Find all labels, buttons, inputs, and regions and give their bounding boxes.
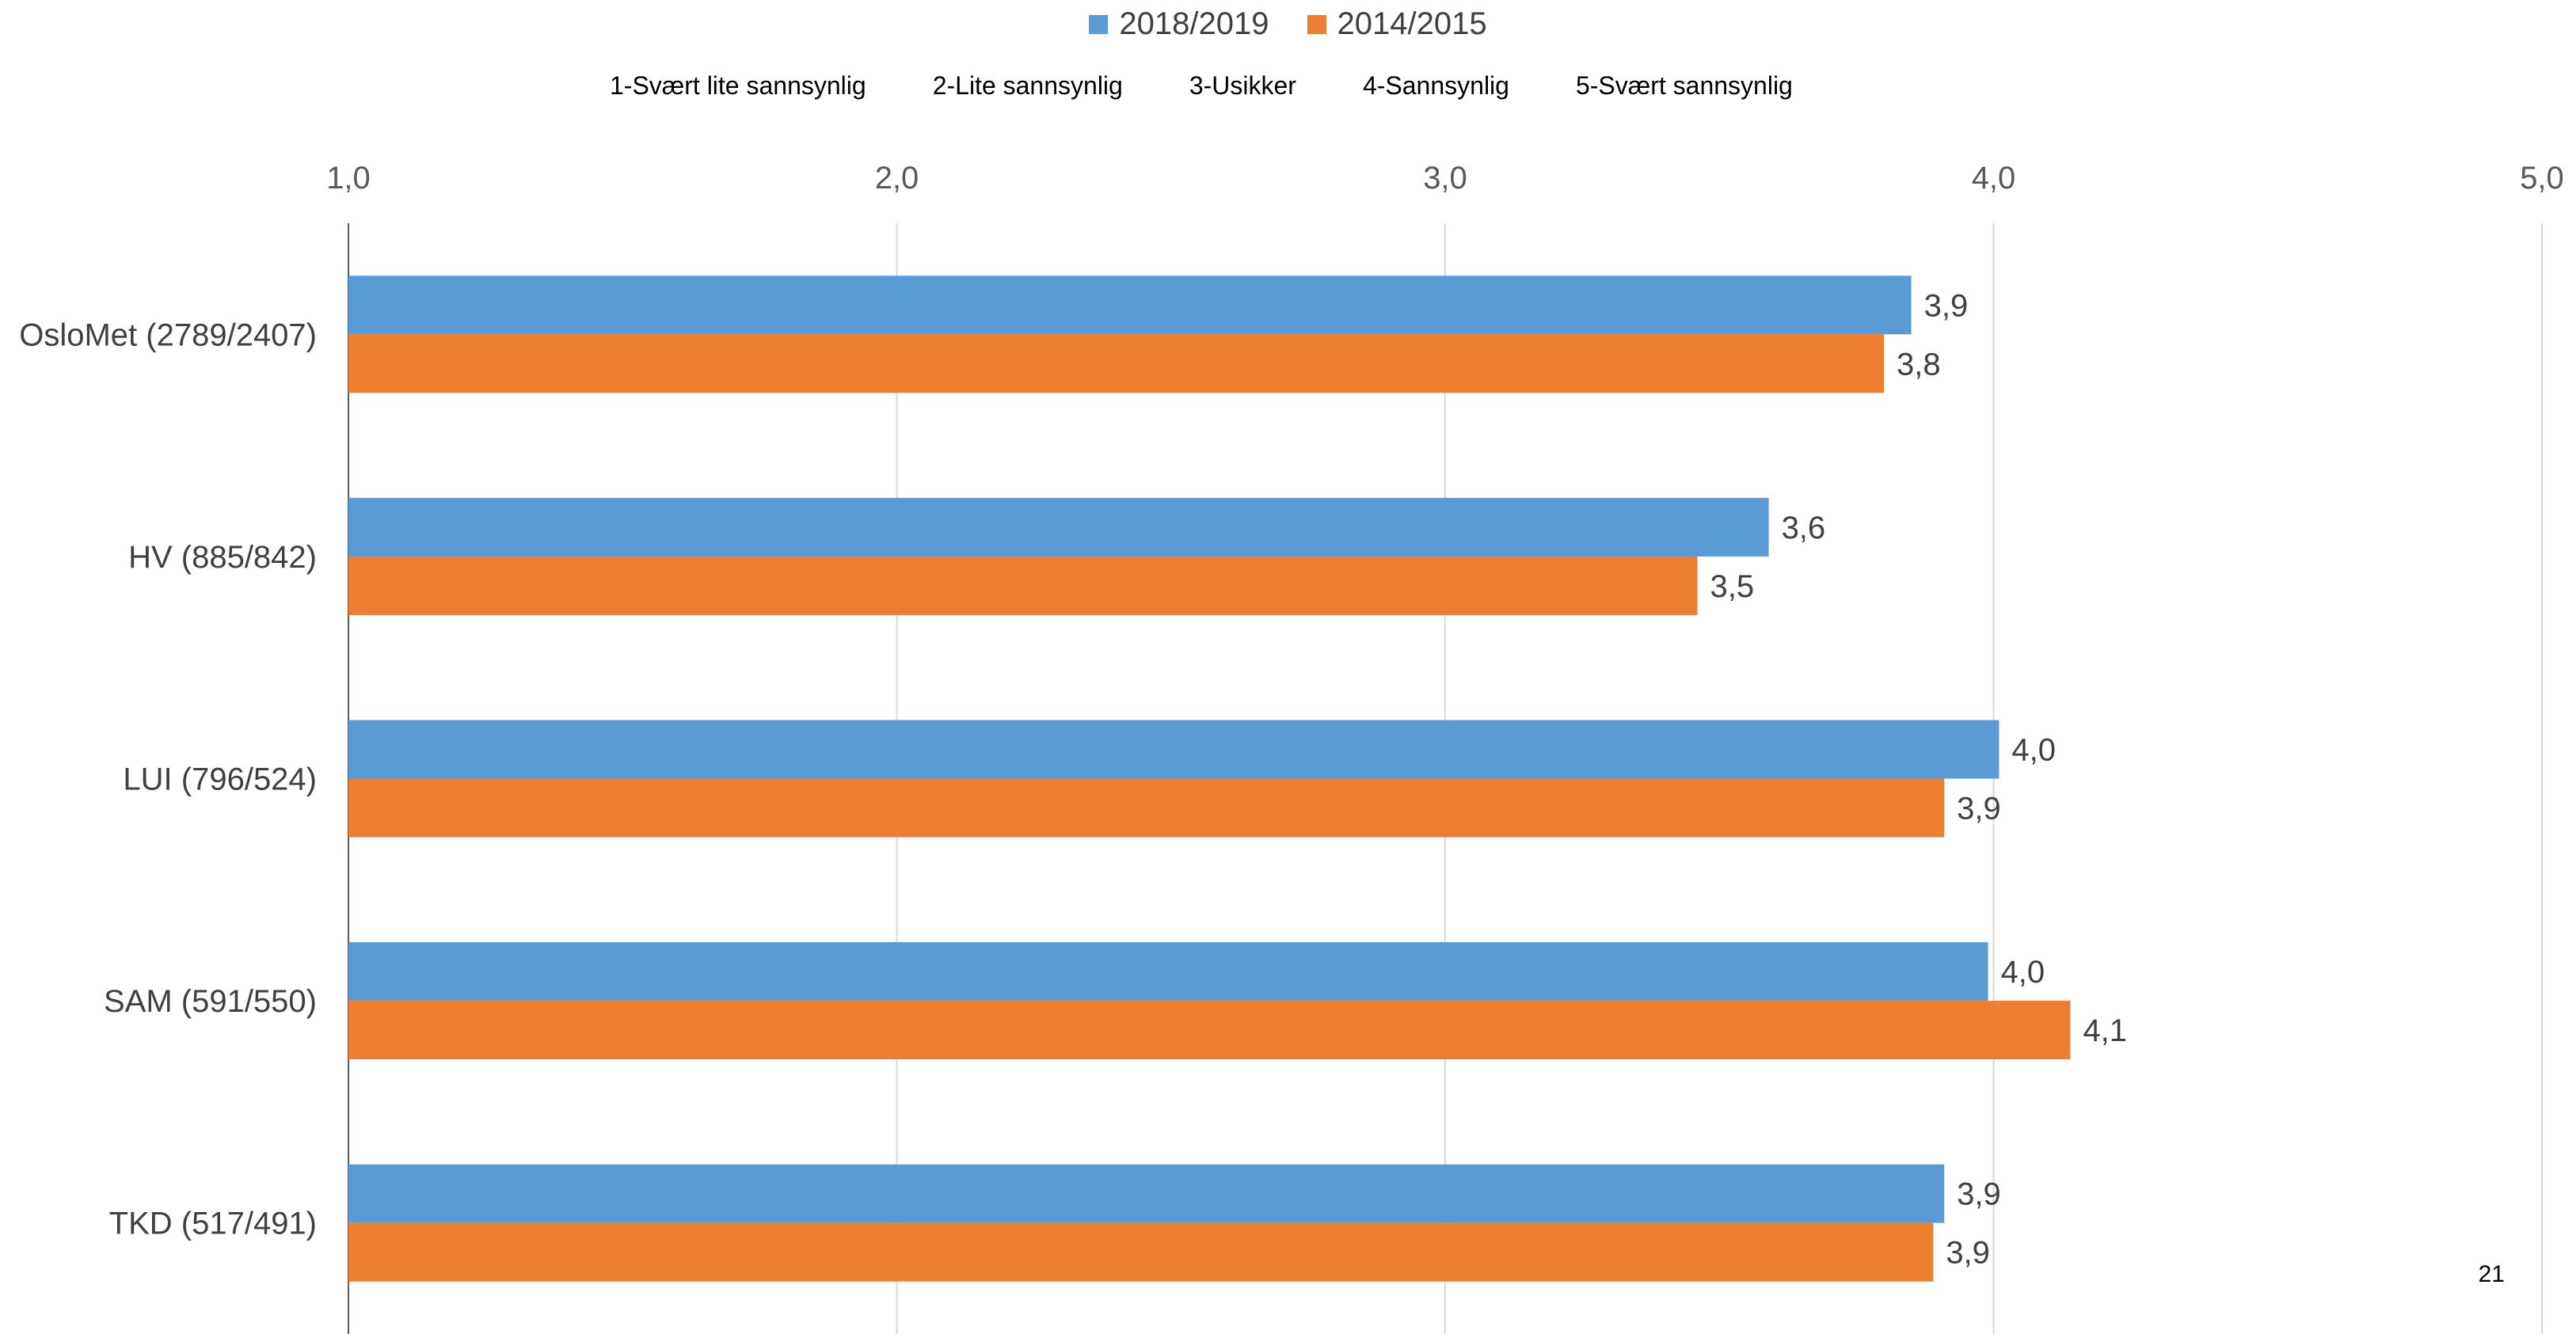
data-label-cat-3-series-0: 4,0 [2001, 955, 2045, 990]
bar-cat-2-series-1 [348, 778, 1945, 838]
bar-cat-4-series-0 [348, 1164, 1945, 1223]
category-label-cat-0: OsloMet (2789/2407) [19, 317, 317, 352]
legend-label-2014-2015: 2014/2015 [1337, 6, 1487, 41]
data-label-cat-4-series-1: 3,9 [1946, 1236, 1990, 1271]
category-label-cat-3: SAM (591/550) [104, 984, 317, 1019]
bar-cat-1-series-1 [348, 556, 1698, 615]
legend-swatch-2014-2015 [1307, 14, 1326, 34]
bar-cat-2-series-0 [348, 720, 2000, 779]
category-label-cat-1: HV (885/842) [128, 540, 317, 575]
scale-labels: 1-Svært lite sannsynlig 2-Lite sannsynli… [610, 71, 1793, 101]
data-label-cat-0-series-1: 3,8 [1897, 347, 1941, 382]
bar-cat-4-series-1 [348, 1222, 1934, 1282]
scale-label-3: 3-Usikker [1189, 71, 1296, 100]
category-label-cat-2: LUI (796/524) [123, 762, 317, 797]
data-label-cat-2-series-0: 4,0 [2011, 733, 2056, 768]
data-label-cat-4-series-0: 3,9 [1957, 1177, 2001, 1212]
data-label-cat-1-series-0: 3,6 [1782, 511, 1826, 545]
x-tick-label-2: 3,0 [1423, 161, 1467, 196]
scale-label-1: 1-Svært lite sannsynlig [610, 71, 866, 100]
bar-cat-3-series-0 [348, 942, 1988, 1001]
legend-label-2018-2019: 2018/2019 [1119, 6, 1269, 41]
data-label-cat-1-series-1: 3,5 [1710, 569, 1755, 604]
scale-label-4: 4-Sannsynlig [1362, 71, 1509, 100]
legend-item-2018-2019: 2018/2019 [1089, 6, 1269, 42]
x-tick-label-1: 2,0 [875, 161, 919, 196]
page-number: 21 [2478, 1261, 2505, 1287]
data-label-cat-2-series-1: 3,9 [1957, 792, 2001, 827]
x-tick-label-0: 1,0 [326, 161, 371, 196]
legend-swatch-2018-2019 [1089, 14, 1109, 34]
category-label-cat-4: TKD (517/491) [109, 1207, 317, 1241]
scale-label-5: 5-Svært sannsynlig [1575, 71, 1793, 100]
bar-cat-3-series-1 [348, 1001, 2071, 1060]
legend: 2018/2019 2014/2015 [0, 6, 2576, 42]
legend-item-2014-2015: 2014/2015 [1307, 6, 1487, 42]
data-label-cat-0-series-0: 3,9 [1924, 288, 1969, 323]
data-label-cat-3-series-1: 4,1 [2083, 1013, 2127, 1048]
bar-cat-0-series-0 [348, 276, 1912, 335]
bar-cat-1-series-0 [348, 497, 1769, 557]
x-tick-label-4: 5,0 [2520, 161, 2564, 196]
scale-label-2: 2-Lite sannsynlig [932, 71, 1123, 100]
bar-cat-0-series-1 [348, 334, 1884, 393]
x-tick-label-3: 4,0 [1972, 161, 2016, 196]
